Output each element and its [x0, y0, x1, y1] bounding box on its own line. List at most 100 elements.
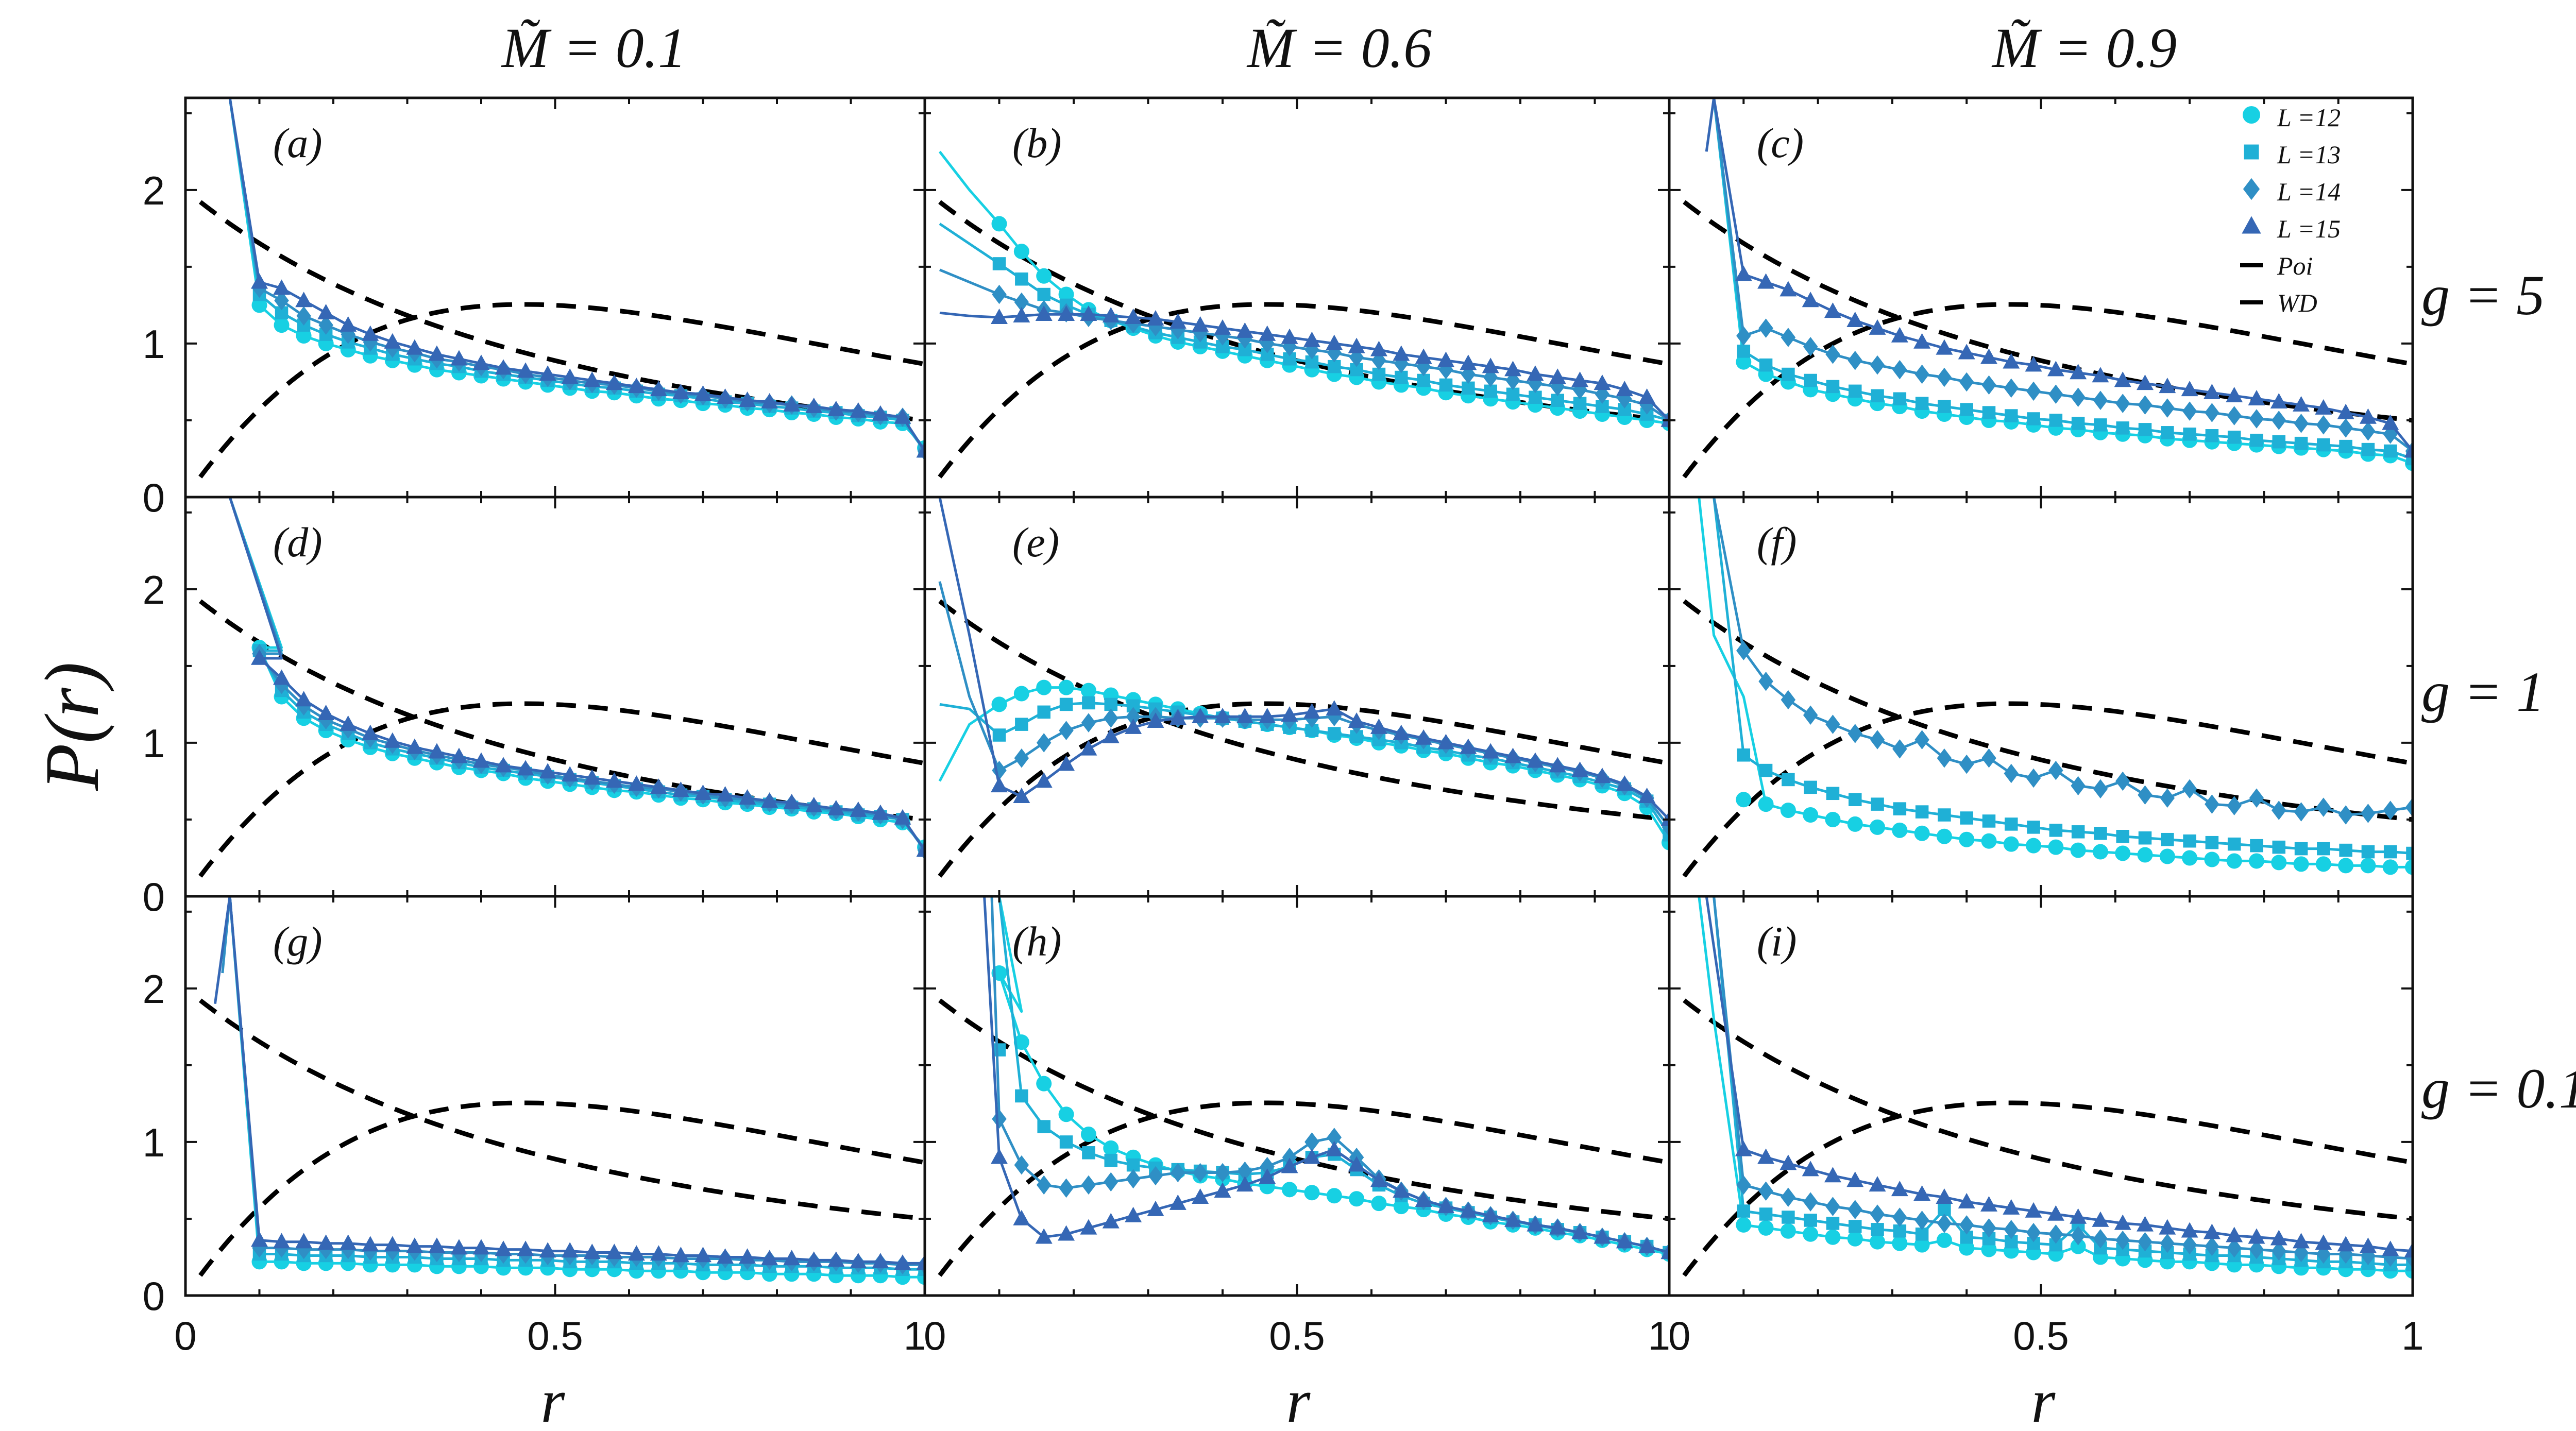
- data-point: [1571, 1223, 1589, 1239]
- data-point: [495, 359, 512, 375]
- data-point: [2070, 842, 2086, 858]
- series-line: [1713, 896, 2413, 1260]
- data-point: [1437, 1197, 1454, 1213]
- data-point: [1803, 1192, 1818, 1212]
- data-point: [1981, 748, 1996, 768]
- data-point: [2183, 428, 2196, 441]
- data-point: [295, 691, 313, 707]
- panel-c: (c): [1668, 96, 2414, 499]
- data-point: [1282, 1147, 1297, 1167]
- data-point: [2404, 1242, 2413, 1258]
- data-point: [2249, 409, 2264, 429]
- series-l14: [1713, 896, 2413, 1269]
- data-point: [1482, 357, 1499, 373]
- data-point: [1549, 368, 1566, 384]
- data-point: [1281, 1157, 1298, 1173]
- data-point: [1035, 305, 1053, 321]
- data-point: [1571, 761, 1589, 777]
- data-point: [761, 1250, 778, 1266]
- data-point: [2361, 845, 2375, 859]
- y-tick-label: 2: [143, 567, 165, 612]
- data-point: [251, 273, 268, 289]
- data-point: [1803, 807, 1819, 823]
- data-point: [2293, 856, 2309, 872]
- data-point: [1982, 814, 1996, 828]
- data-point: [1460, 738, 1477, 754]
- data-point: [1914, 1211, 1929, 1230]
- data-point: [1036, 733, 1052, 753]
- data-point: [2272, 800, 2286, 820]
- data-point: [1460, 354, 1477, 370]
- data-point: [1527, 365, 1544, 381]
- data-point: [1036, 268, 1052, 284]
- data-point: [1415, 348, 1432, 364]
- data-point: [1914, 730, 1929, 749]
- data-point: [428, 1237, 446, 1253]
- panel-h: (h) 0 0.5 1: [923, 895, 1671, 1358]
- data-point: [1736, 1217, 1752, 1233]
- data-point: [1893, 802, 1907, 815]
- legend-marker: [2243, 178, 2260, 200]
- data-point: [2048, 1224, 2063, 1244]
- series-l15: [213, 896, 925, 1270]
- data-point: [2337, 403, 2354, 419]
- data-point: [1802, 1161, 1819, 1177]
- data-point: [2116, 421, 2129, 435]
- data-point: [1192, 316, 1209, 332]
- data-point: [2405, 797, 2413, 817]
- data-point: [2027, 821, 2040, 834]
- data-point: [1871, 797, 1884, 811]
- x-axis-label-col-3: r: [2031, 1367, 2056, 1431]
- data-point: [2071, 417, 2085, 430]
- data-point: [2093, 390, 2108, 410]
- data-point: [1125, 1206, 1142, 1222]
- data-point: [2337, 1236, 2354, 1252]
- data-point: [1080, 1219, 1097, 1235]
- data-point: [1527, 1216, 1544, 1232]
- data-point: [2360, 858, 2376, 874]
- data-point: [2182, 401, 2197, 421]
- data-point: [1782, 1211, 1795, 1224]
- data-point: [1236, 708, 1253, 723]
- data-point: [362, 724, 379, 740]
- panel-label: (g): [273, 918, 323, 965]
- data-point: [1059, 1135, 1073, 1149]
- data-point: [1893, 392, 1907, 405]
- data-point: [1849, 384, 1862, 398]
- data-point: [1013, 788, 1030, 803]
- data-point: [739, 1248, 756, 1264]
- data-point: [1059, 1178, 1074, 1198]
- data-point: [1393, 1182, 1410, 1198]
- wigner-dyson-curve: [938, 701, 1669, 878]
- data-point: [2137, 847, 2153, 863]
- data-point: [1959, 831, 1975, 847]
- data-point: [340, 1234, 357, 1250]
- data-point: [274, 317, 290, 333]
- data-point: [1169, 1194, 1187, 1210]
- data-point: [1058, 305, 1075, 321]
- data-point: [1371, 1196, 1387, 1212]
- data-point: [2250, 839, 2263, 853]
- x-tick-label: 1: [1648, 1313, 1670, 1358]
- data-point: [1981, 375, 1996, 395]
- y-tick-label: 2: [143, 168, 165, 213]
- data-point: [1192, 708, 1209, 723]
- series-l13: [992, 896, 1669, 1259]
- data-point: [1125, 718, 1142, 734]
- data-point: [1737, 1204, 1751, 1218]
- data-point: [2026, 381, 2041, 401]
- data-point: [296, 306, 311, 326]
- data-point: [1504, 1211, 1522, 1227]
- data-point: [1036, 1175, 1052, 1195]
- data-point: [1035, 772, 1053, 788]
- data-point: [1825, 714, 1840, 734]
- data-point: [1236, 1176, 1253, 1192]
- data-point: [1393, 724, 1410, 740]
- series-line: [228, 896, 925, 1271]
- data-point: [628, 378, 645, 394]
- data-point: [2316, 797, 2331, 817]
- data-point: [1735, 265, 1752, 281]
- data-point: [1803, 1226, 1819, 1242]
- reference-curves: [1682, 998, 2413, 1277]
- data-point: [2272, 840, 2286, 854]
